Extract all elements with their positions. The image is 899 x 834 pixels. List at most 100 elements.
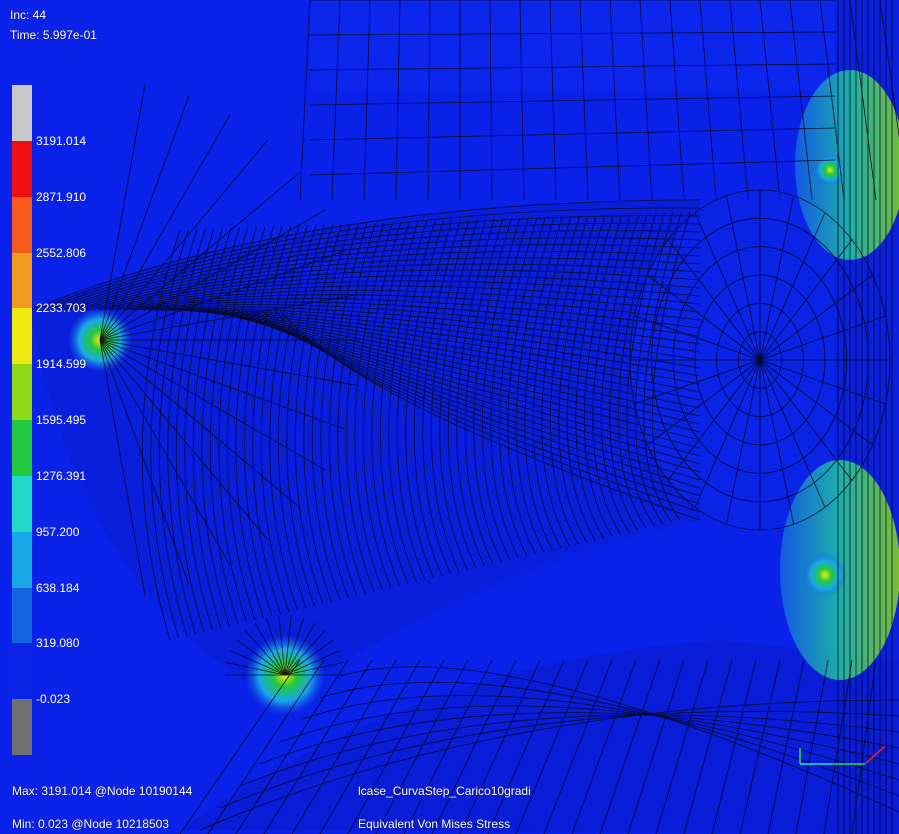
- mesh-line: [48, 222, 701, 311]
- mesh-line: [278, 615, 286, 676]
- body-top-block: [310, 0, 899, 90]
- mesh-line: [273, 309, 701, 513]
- mesh-line: [99, 339, 357, 386]
- mesh-line: [655, 659, 709, 834]
- mesh-line: [600, 213, 640, 533]
- legend-tick-label: 1914.599: [36, 357, 87, 372]
- mesh-line: [345, 222, 385, 593]
- mesh-line: [299, 695, 899, 781]
- mesh-line: [456, 218, 495, 567]
- legend-tick-label: 2552.806: [36, 245, 87, 260]
- mesh-line: [136, 301, 701, 337]
- axis-triad-icon: [799, 745, 886, 765]
- mesh-lines: [29, 0, 899, 834]
- mesh-line: [571, 659, 637, 834]
- mesh-line: [242, 309, 701, 473]
- mesh-line: [99, 339, 190, 585]
- mesh-line: [405, 220, 444, 579]
- mesh-line: [371, 221, 410, 587]
- mesh-line: [259, 712, 899, 765]
- mesh-line: [291, 659, 397, 834]
- mesh-line: [266, 617, 286, 676]
- mesh-line: [284, 662, 344, 676]
- mesh-line: [99, 95, 190, 341]
- mesh-line: [142, 304, 701, 345]
- mesh-line: [284, 650, 340, 676]
- mesh-line: [99, 339, 300, 508]
- mesh-line: [524, 216, 563, 551]
- mesh-line: [498, 217, 538, 557]
- mesh-line: [303, 224, 342, 603]
- mesh-line: [284, 615, 292, 676]
- legend-tick-label: 2233.703: [36, 301, 87, 316]
- mesh-line: [634, 212, 674, 525]
- mesh-line: [260, 225, 300, 613]
- mesh-line: [218, 227, 257, 623]
- mesh-line: [558, 215, 597, 543]
- mesh-line: [309, 31, 836, 36]
- mesh-line: [99, 114, 231, 341]
- mesh-line: [36, 207, 701, 311]
- mesh-line: [99, 172, 300, 341]
- mesh-line: [244, 630, 286, 676]
- mesh-line: [179, 659, 301, 834]
- mesh-line: [99, 339, 326, 471]
- mesh-line: [592, 213, 631, 535]
- mesh-line: [99, 339, 268, 540]
- mesh-line: [239, 714, 899, 787]
- mesh-line: [328, 223, 368, 597]
- legend-band: [12, 699, 32, 756]
- mesh-line: [388, 221, 427, 583]
- mesh-line: [617, 213, 657, 529]
- min-value-label: Min: 0.023 @Node 10218503: [12, 817, 169, 831]
- mesh-line: [396, 220, 436, 581]
- legend-tick-label: -0.023: [36, 692, 71, 707]
- mesh-line: [309, 63, 836, 71]
- legend-band: [12, 531, 32, 588]
- legend-band: [12, 196, 32, 253]
- mesh-line: [473, 218, 512, 563]
- mesh-line: [99, 339, 146, 597]
- mesh-line: [29, 199, 701, 311]
- mesh-line: [413, 220, 453, 577]
- mesh-line: [541, 215, 580, 547]
- mesh-line: [284, 622, 316, 676]
- mesh-line: [79, 257, 701, 311]
- mesh-line: [851, 659, 877, 834]
- mesh-line: [337, 222, 376, 595]
- mesh-line: [99, 140, 268, 341]
- mesh-line: [99, 339, 231, 566]
- mesh-line: [795, 659, 829, 834]
- mesh-line: [683, 659, 733, 834]
- legend-band: [12, 85, 32, 142]
- mesh-line: [823, 659, 853, 834]
- mesh-line: [99, 83, 146, 341]
- mesh-line: [252, 225, 291, 615]
- legend-band: [12, 643, 32, 700]
- mesh-line: [223, 309, 701, 449]
- mesh-line: [299, 0, 311, 201]
- increment-label: Inc: 44: [10, 8, 47, 22]
- legend-band: [12, 140, 32, 198]
- mesh-line: [277, 225, 317, 609]
- mesh-line: [789, 0, 813, 201]
- mesh-line: [629, 189, 891, 531]
- mesh-line: [694, 274, 826, 446]
- mesh-line: [331, 0, 341, 201]
- legend-band: [12, 308, 32, 365]
- mesh-line: [184, 228, 223, 631]
- mesh-line: [99, 339, 345, 430]
- mesh-line: [489, 0, 493, 201]
- mesh-line: [129, 298, 701, 329]
- mesh-line: [515, 659, 589, 834]
- legend-band: [12, 364, 32, 421]
- legend-band: [12, 252, 32, 309]
- time-label: Time: 5.997e-01: [10, 28, 97, 42]
- legend-tick-label: 319.080: [36, 636, 80, 651]
- mesh-line: [175, 228, 215, 633]
- mesh-line: [427, 0, 431, 201]
- body-lower-block: [180, 640, 899, 834]
- mesh-line: [363, 0, 371, 201]
